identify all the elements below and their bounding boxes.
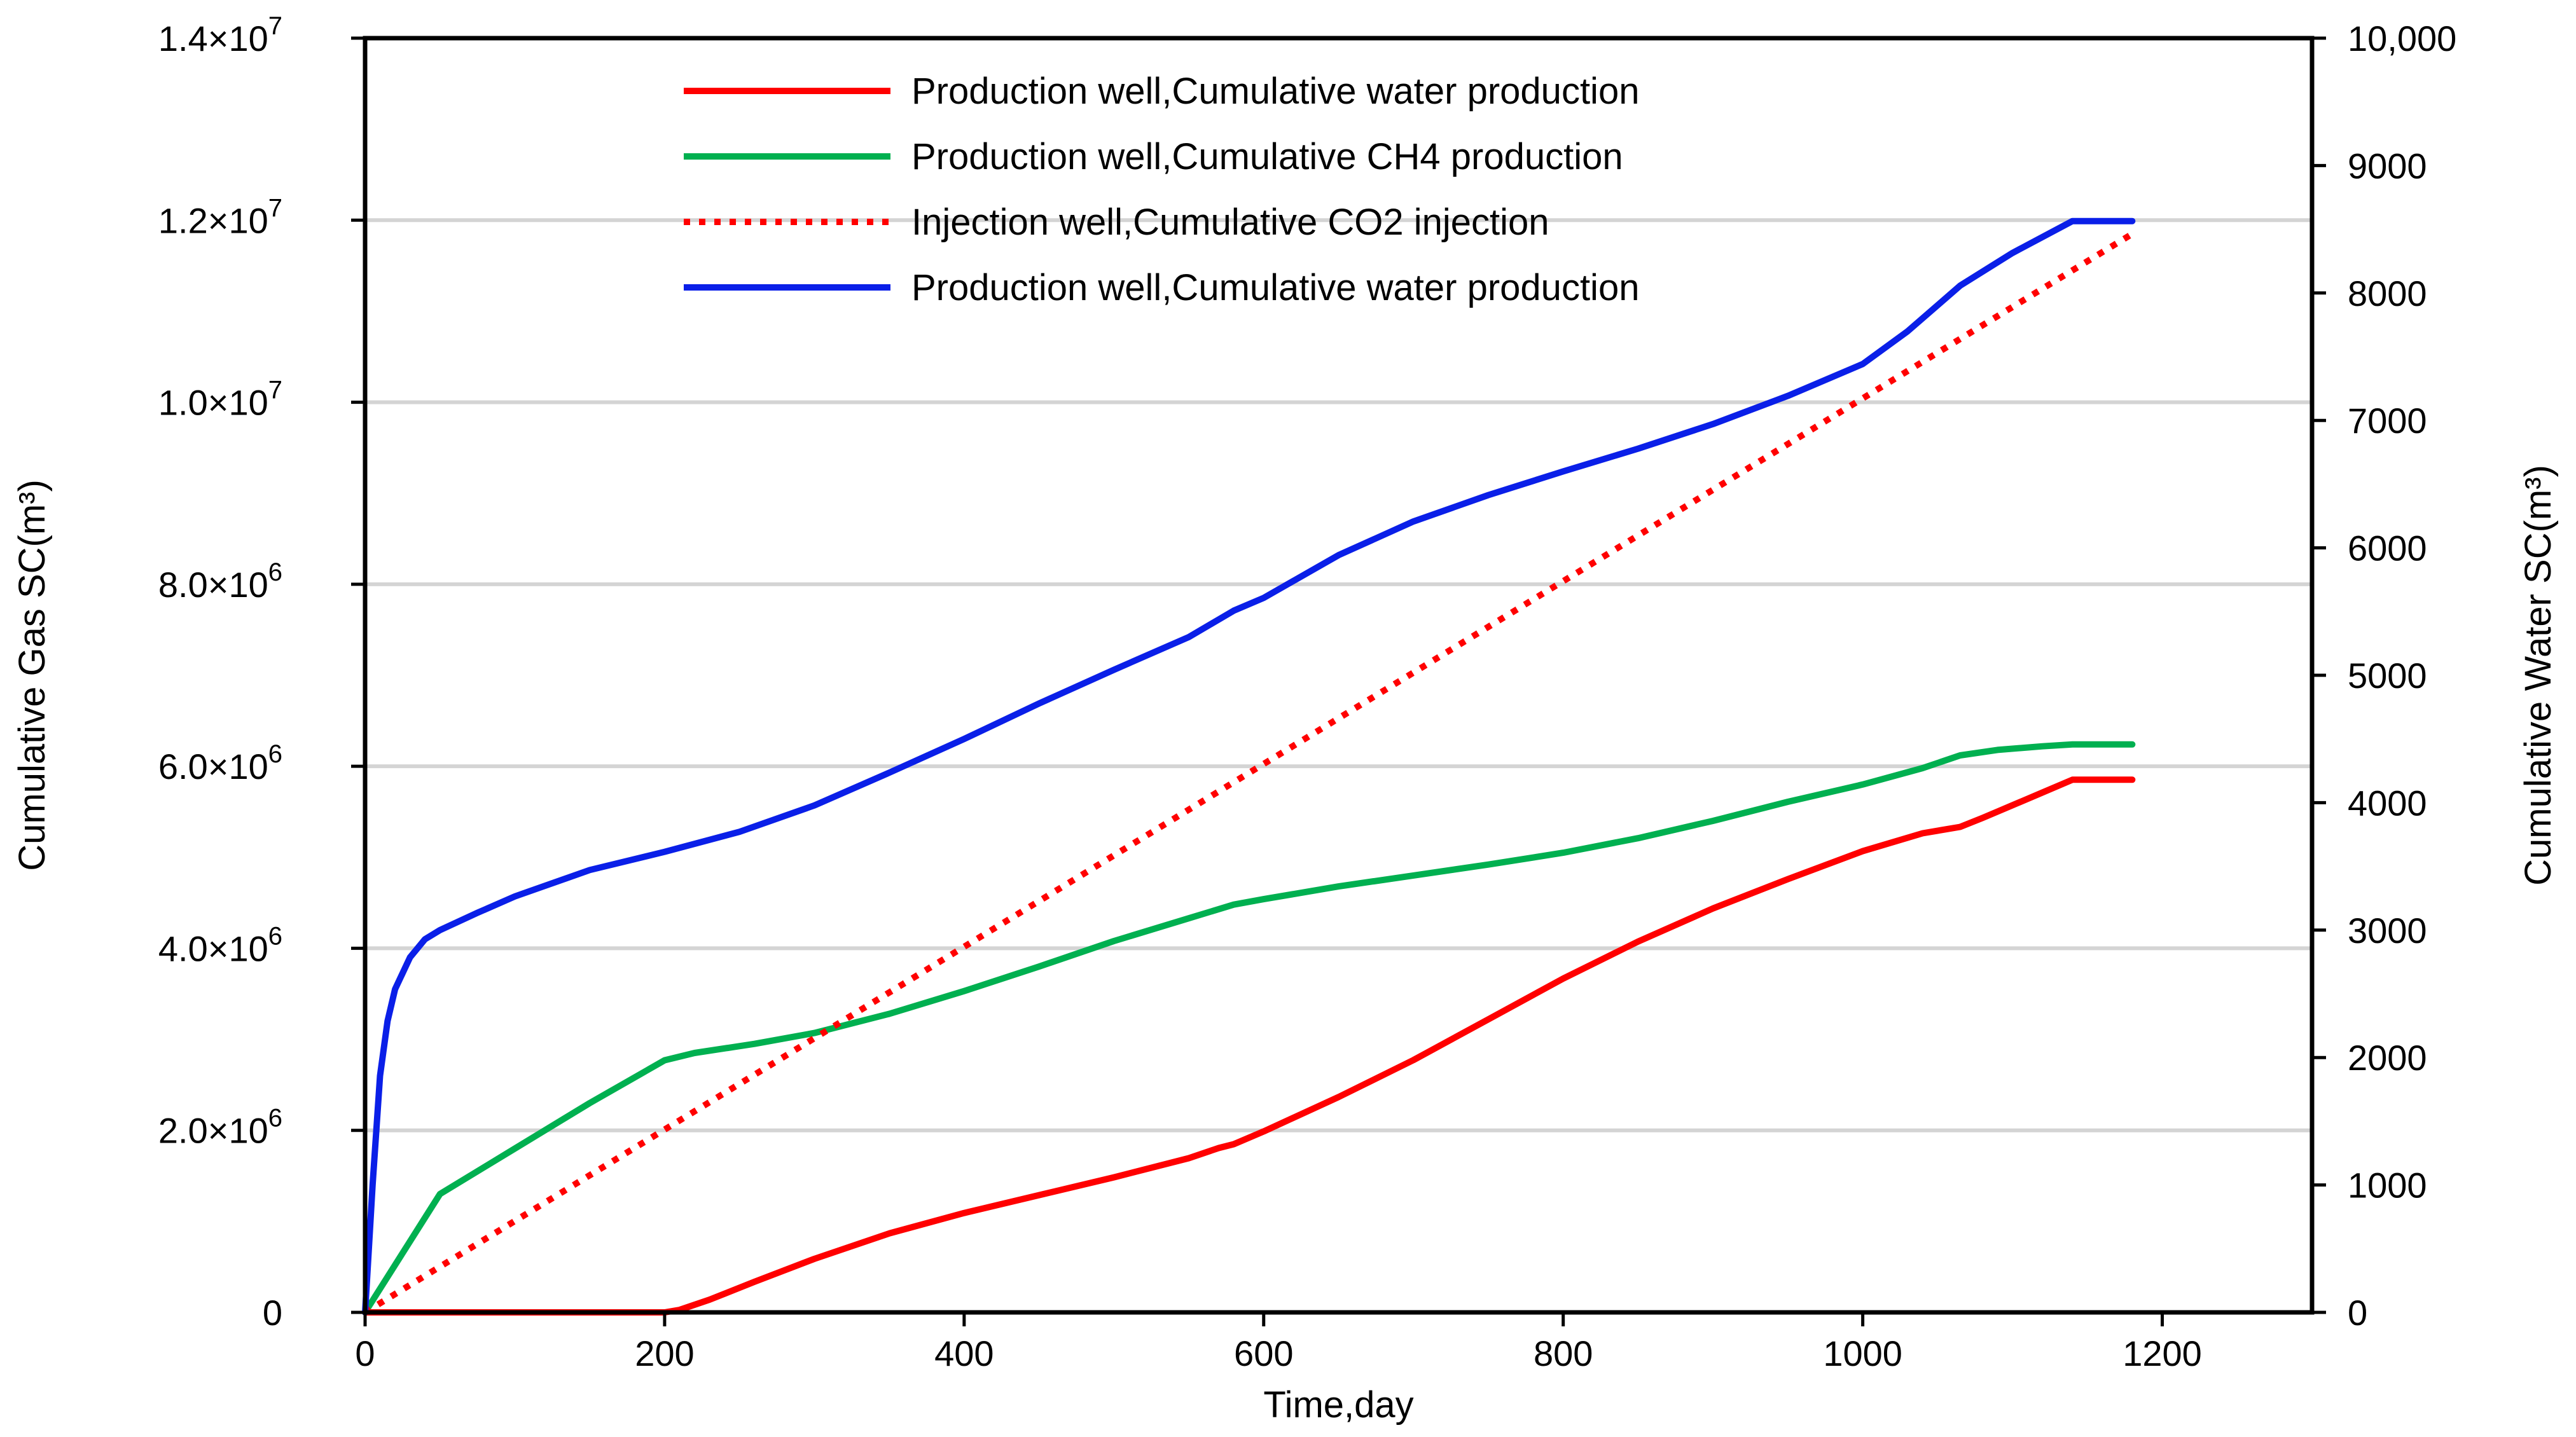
x-tick-label: 1200 [2122,1333,2202,1373]
x-tick-label: 400 [934,1333,994,1373]
series-water-production-blue [362,217,2136,1316]
y-left-tick-label: 8.0×106 [158,558,282,605]
y-right-tick-label: 1000 [2348,1165,2427,1206]
legend: Production well,Cumulative water product… [684,71,1639,308]
y-left-tick-label: 1.4×107 [158,12,282,58]
y-right-tick-label: 4000 [2348,783,2427,823]
y-left-tick-label: 1.0×107 [158,376,282,423]
y-left-tick-label: 2.0×106 [158,1104,282,1151]
y-right-tick-label: 5000 [2348,656,2427,696]
y-right-tick-label: 9000 [2348,146,2427,186]
y-left-tick-label: 1.2×107 [158,194,282,240]
legend-label: Production well,Cumulative water product… [911,267,1639,308]
y-right-tick-label: 10,000 [2348,18,2456,58]
x-tick-label: 600 [1234,1333,1293,1373]
y-right-tick-label: 6000 [2348,528,2427,568]
y-right-tick-label: 3000 [2348,911,2427,951]
series-ch4-production [362,741,2136,1316]
x-axis-title: Time,day [1263,1384,1413,1426]
legend-label: Production well,Cumulative CH4 productio… [911,136,1623,177]
y-left-tick-label: 6.0×106 [158,740,282,787]
axis-layer: 0 200 400 600 800 1000 1200 0 2.0×106 4.0×106 6.0×… [158,12,2456,1373]
x-tick-label: 0 [355,1333,375,1373]
x-tick-label: 200 [635,1333,694,1373]
grid-layer [365,218,2312,1132]
y-right-tick-label: 7000 [2348,401,2427,441]
y-right-tick-label: 2000 [2348,1038,2427,1078]
legend-label: Injection well,Cumulative CO2 injection [911,202,1549,243]
y-left-tick-label: 4.0×106 [158,922,282,968]
series-co2-injection [363,231,2135,1316]
legend-label: Production well,Cumulative water product… [911,71,1639,112]
y-right-tick-label: 8000 [2348,273,2427,313]
x-tick-label: 800 [1534,1333,1593,1373]
x-tick-label: 1000 [1823,1333,1902,1373]
y-left-axis-title: Cumulative Gas SC(m³) [11,479,53,871]
y-right-tick-label: 0 [2348,1293,2367,1333]
y-left-tick-label: 0 [263,1293,282,1333]
y-right-axis-title: Cumulative Water SC(m³) [2517,465,2559,886]
